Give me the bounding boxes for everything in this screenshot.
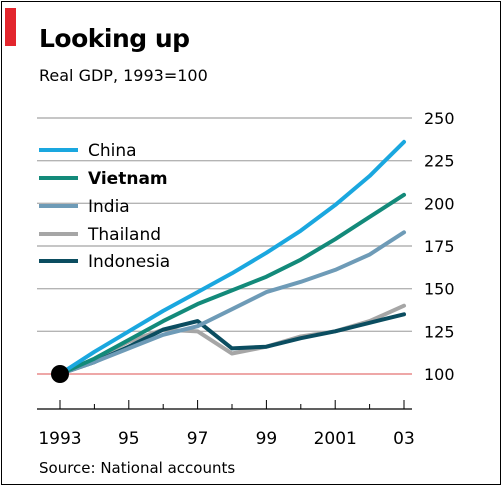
y-tick-label: 200 [424,194,455,213]
legend-label-india: India [88,197,130,217]
y-tick-label: 250 [424,109,455,128]
legend-label-vietnam: Vietnam [88,169,168,189]
y-tick-label: 125 [424,322,455,341]
chart-subtitle: Real GDP, 1993=100 [39,66,208,85]
red-accent-tab [5,8,16,46]
series-line-indonesia [58,312,406,376]
series-line-india [58,230,406,376]
x-tick-label: 03 [393,429,415,449]
y-tick-label: 175 [424,237,455,256]
legend-label-thailand: Thailand [87,225,161,245]
series-line-china [58,139,406,376]
chart-title: Looking up [39,24,190,53]
x-tick-label: 2001 [314,429,357,449]
base-point-marker [51,365,69,383]
x-tick-label: 95 [118,429,140,449]
x-tick-label: 1993 [38,429,81,449]
legend-label-china: China [88,141,137,161]
x-tick-label: 99 [256,429,278,449]
y-tick-label: 150 [424,280,455,299]
series-line-vietnam [58,192,406,376]
x-tick-label: 97 [187,429,209,449]
legend-label-indonesia: Indonesia [88,252,170,272]
source-note: Source: National accounts [39,459,236,477]
y-tick-label: 100 [424,365,455,384]
y-tick-label: 225 [424,152,455,171]
